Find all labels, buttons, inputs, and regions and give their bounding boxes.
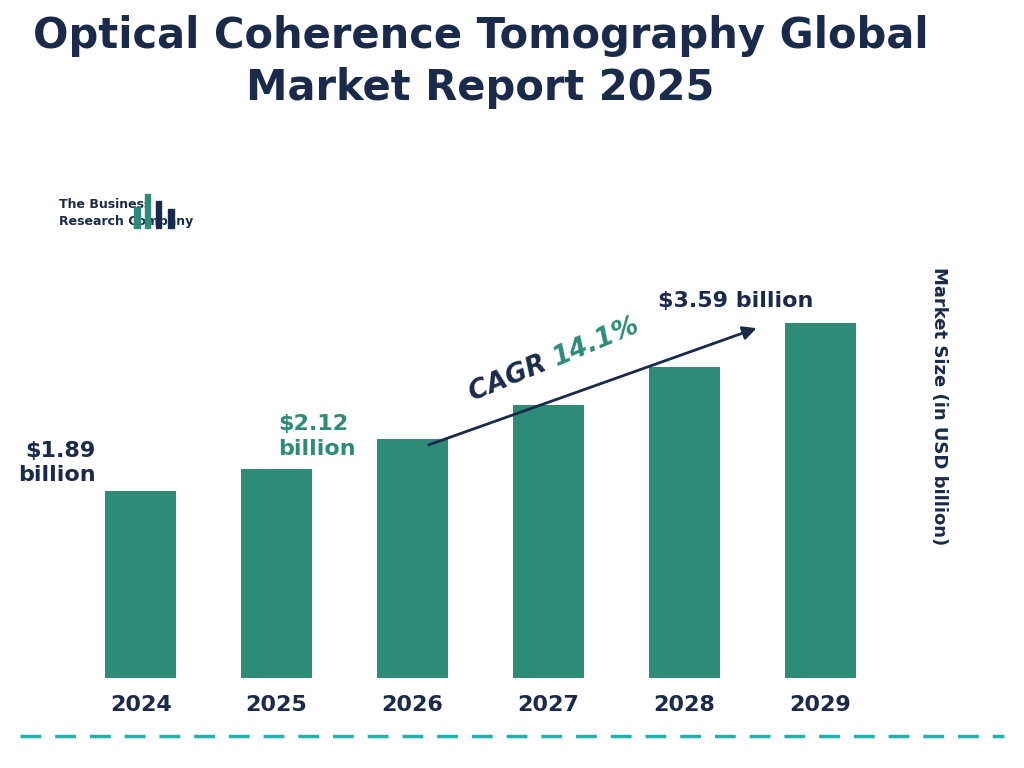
Bar xyxy=(168,209,174,228)
Bar xyxy=(134,207,139,228)
Title: Optical Coherence Tomography Global
Market Report 2025: Optical Coherence Tomography Global Mark… xyxy=(33,15,929,109)
Bar xyxy=(649,367,720,678)
Bar xyxy=(785,323,856,678)
Text: CAGR: CAGR xyxy=(465,348,559,407)
Bar xyxy=(144,194,151,228)
Bar xyxy=(156,200,162,228)
Text: $1.89
billion: $1.89 billion xyxy=(18,441,96,485)
Bar xyxy=(513,406,584,678)
Text: 14.1%: 14.1% xyxy=(549,313,643,372)
Bar xyxy=(377,439,447,678)
Text: $2.12
billion: $2.12 billion xyxy=(278,414,355,458)
Bar xyxy=(242,468,312,678)
Y-axis label: Market Size (in USD billion): Market Size (in USD billion) xyxy=(930,267,947,545)
Text: $3.59 billion: $3.59 billion xyxy=(658,291,814,312)
Text: The Business
Research Company: The Business Research Company xyxy=(59,198,194,228)
Bar xyxy=(105,492,176,678)
